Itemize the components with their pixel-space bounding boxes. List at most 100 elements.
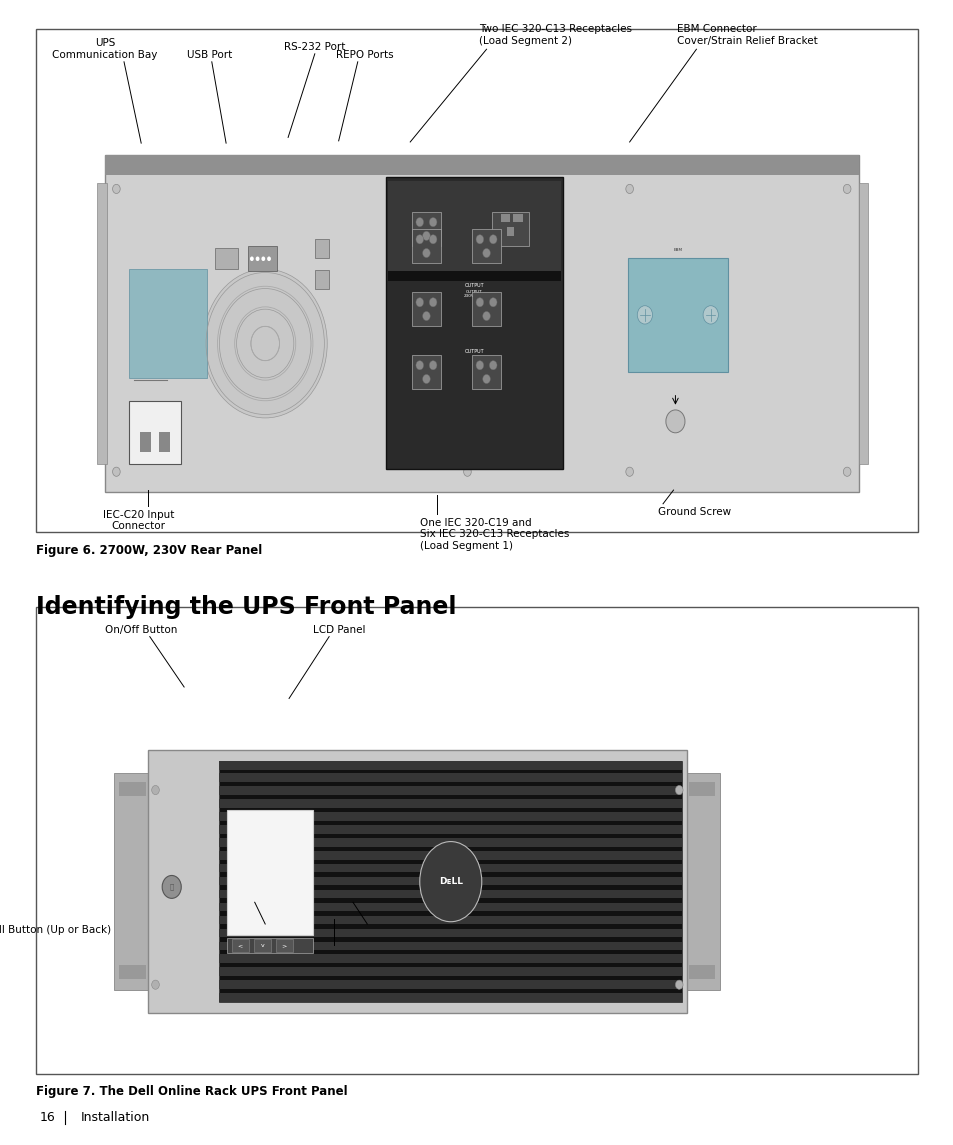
Circle shape	[463, 467, 471, 476]
Bar	[119, 782, 146, 796]
Circle shape	[637, 306, 652, 324]
Circle shape	[489, 298, 497, 307]
Bar	[219, 916, 681, 924]
Circle shape	[482, 374, 490, 384]
Bar	[500, 214, 510, 222]
Circle shape	[489, 361, 497, 370]
Bar	[688, 782, 715, 796]
Bar	[105, 155, 858, 175]
Text: Ground Screw: Ground Screw	[658, 507, 731, 518]
Bar	[219, 761, 681, 769]
Circle shape	[416, 361, 423, 370]
Bar	[219, 838, 681, 846]
Circle shape	[476, 298, 483, 307]
Bar	[158, 432, 170, 452]
Text: Select Button: Select Button	[315, 947, 386, 957]
Bar	[36, 29, 917, 532]
Bar	[219, 799, 681, 808]
Bar	[232, 939, 249, 951]
Bar	[248, 246, 276, 271]
Text: >: >	[281, 943, 287, 948]
Bar	[114, 773, 151, 990]
Text: On/Off Button: On/Off Button	[105, 625, 177, 635]
Bar	[219, 941, 681, 950]
Text: OUTPUT: OUTPUT	[464, 349, 484, 354]
Bar	[219, 773, 681, 782]
Circle shape	[463, 184, 471, 194]
Bar	[219, 890, 681, 899]
Bar	[219, 955, 681, 963]
Circle shape	[267, 256, 271, 261]
Circle shape	[476, 361, 483, 370]
Bar	[219, 787, 681, 795]
Bar	[227, 938, 313, 953]
Text: Ⓟ: Ⓟ	[170, 884, 173, 890]
Text: REPO Ports: REPO Ports	[335, 49, 393, 60]
Circle shape	[416, 235, 423, 244]
Text: IEC-C20 Input
Connector: IEC-C20 Input Connector	[103, 510, 173, 531]
Text: USB Port: USB Port	[187, 49, 233, 60]
Text: Two IEC 320-C13 Receptacles
(Load Segment 2): Two IEC 320-C13 Receptacles (Load Segmen…	[478, 24, 631, 46]
Bar	[386, 177, 562, 469]
Bar	[506, 227, 514, 236]
Bar	[148, 750, 686, 1013]
Bar	[472, 355, 500, 389]
Circle shape	[162, 876, 181, 899]
Bar	[139, 432, 151, 452]
Bar	[36, 607, 917, 1074]
Circle shape	[665, 410, 684, 433]
Circle shape	[416, 218, 423, 227]
Bar	[129, 401, 181, 464]
Bar	[219, 929, 681, 937]
Circle shape	[261, 256, 265, 261]
Circle shape	[250, 256, 253, 261]
Bar	[219, 877, 681, 885]
Bar	[253, 939, 271, 951]
Bar	[412, 355, 440, 389]
Bar	[227, 810, 313, 934]
Text: v: v	[260, 943, 264, 948]
Circle shape	[422, 248, 430, 258]
Bar	[219, 968, 681, 976]
Bar	[412, 212, 440, 246]
Circle shape	[112, 184, 120, 194]
Circle shape	[476, 235, 483, 244]
Text: EBM: EBM	[673, 248, 681, 252]
Bar	[388, 271, 560, 281]
Text: Figure 7. The Dell Online Rack UPS Front Panel: Figure 7. The Dell Online Rack UPS Front…	[36, 1085, 348, 1098]
Circle shape	[203, 269, 327, 418]
Text: i: i	[225, 255, 227, 262]
Circle shape	[429, 298, 436, 307]
Bar	[314, 239, 329, 258]
Circle shape	[152, 785, 159, 795]
Circle shape	[489, 235, 497, 244]
Circle shape	[675, 785, 682, 795]
Text: DᴇLL: DᴇLL	[438, 877, 462, 886]
Text: Installation: Installation	[81, 1111, 151, 1124]
Text: EBM Connector
Cover/Strain Relief Bracket: EBM Connector Cover/Strain Relief Bracke…	[677, 24, 818, 46]
Bar	[412, 292, 440, 326]
Circle shape	[482, 311, 490, 321]
Circle shape	[625, 184, 633, 194]
Text: Scroll Button (Down or Forward): Scroll Button (Down or Forward)	[370, 925, 537, 935]
Bar	[472, 292, 500, 326]
Bar	[388, 181, 560, 275]
Circle shape	[625, 467, 633, 476]
Bar	[219, 980, 681, 989]
Bar	[219, 851, 681, 860]
Text: Figure 6. 2700W, 230V Rear Panel: Figure 6. 2700W, 230V Rear Panel	[36, 544, 262, 556]
Bar	[492, 212, 528, 246]
Text: LCD Panel: LCD Panel	[313, 625, 365, 635]
Bar	[219, 812, 681, 821]
Circle shape	[429, 218, 436, 227]
Bar	[219, 993, 681, 1002]
Bar	[858, 183, 867, 464]
Circle shape	[416, 298, 423, 307]
Circle shape	[255, 256, 259, 261]
Bar	[119, 965, 146, 979]
Bar	[275, 939, 293, 951]
Bar	[513, 214, 522, 222]
Circle shape	[482, 248, 490, 258]
Circle shape	[422, 231, 430, 240]
Bar	[214, 248, 238, 269]
